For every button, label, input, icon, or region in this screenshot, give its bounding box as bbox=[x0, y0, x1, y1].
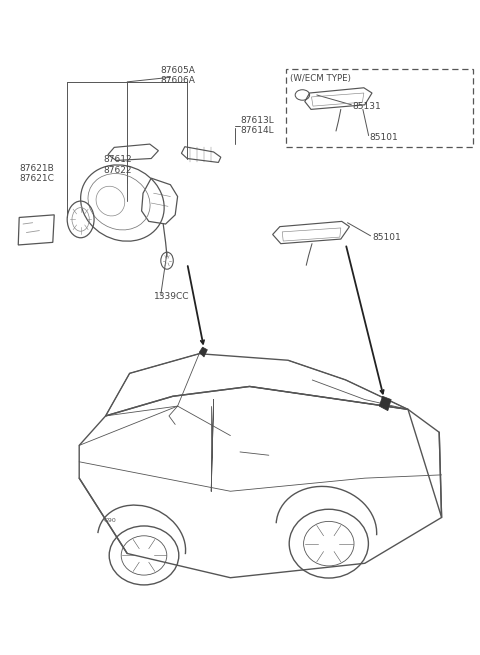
Polygon shape bbox=[379, 396, 391, 411]
Text: 87613L
87614L: 87613L 87614L bbox=[240, 116, 274, 136]
Text: 87605A
87606A: 87605A 87606A bbox=[161, 66, 196, 85]
Bar bbox=[286, 69, 473, 147]
Text: G90: G90 bbox=[104, 518, 117, 523]
Text: 1339CC: 1339CC bbox=[154, 291, 189, 301]
Polygon shape bbox=[199, 347, 207, 357]
Text: (W/ECM TYPE): (W/ECM TYPE) bbox=[290, 74, 351, 83]
Text: 85131: 85131 bbox=[353, 102, 382, 111]
Text: 87621B
87621C: 87621B 87621C bbox=[19, 164, 54, 183]
Text: 85101: 85101 bbox=[370, 133, 398, 142]
Text: 85101: 85101 bbox=[372, 233, 401, 242]
Text: 87612
87622: 87612 87622 bbox=[103, 155, 132, 175]
